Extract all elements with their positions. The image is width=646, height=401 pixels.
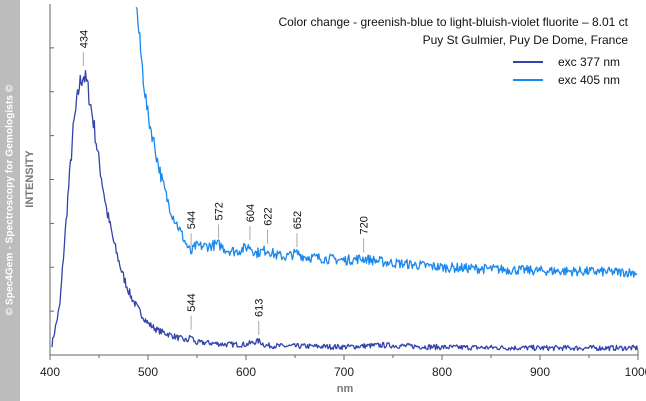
x-tick-label-600: 600 (236, 365, 256, 379)
x-tick-label-700: 700 (334, 365, 354, 379)
x-tick-label-1000: 1000 (625, 365, 646, 379)
copyright-band: © Spec4Gem - Spectroscopy for Gemologist… (0, 0, 20, 401)
peak-label-652: 652 (292, 211, 304, 229)
peak-label-720: 720 (359, 216, 371, 234)
peak-label-604: 604 (245, 204, 257, 222)
axes: 400 500 600 700 800 900 1000 (40, 4, 646, 379)
series-layer (51, 6, 639, 352)
x-tick-label-400: 400 (40, 365, 60, 379)
peak-label-544: 544 (186, 293, 198, 311)
annotation-layer: 434 544 613 544 572 604 622 652 720 (78, 30, 371, 335)
y-axis-label: INTENSITY (24, 150, 36, 208)
chart-subtitle: Puy St Gulmier, Puy De Dome, France (423, 33, 629, 47)
legend-label-1: exc 405 nm (558, 73, 620, 87)
series-line-exc-405 (135, 6, 638, 278)
x-tick-label-900: 900 (530, 365, 550, 379)
peak-label-434: 434 (78, 30, 90, 48)
plot-area (50, 4, 638, 355)
x-tick-label-500: 500 (138, 365, 158, 379)
series-line-exc-377 (51, 69, 639, 352)
chart-title: Color change - greenish-blue to light-bl… (278, 15, 628, 29)
legend: exc 377 nm exc 405 nm (513, 55, 620, 87)
peak-label-613: 613 (254, 299, 266, 317)
x-axis-label: nm (337, 383, 354, 395)
peak-label-622: 622 (263, 207, 275, 225)
peak-label-544: 544 (186, 211, 198, 229)
peak-label-572: 572 (214, 202, 226, 220)
legend-label-0: exc 377 nm (558, 55, 620, 69)
x-tick-label-800: 800 (432, 365, 452, 379)
